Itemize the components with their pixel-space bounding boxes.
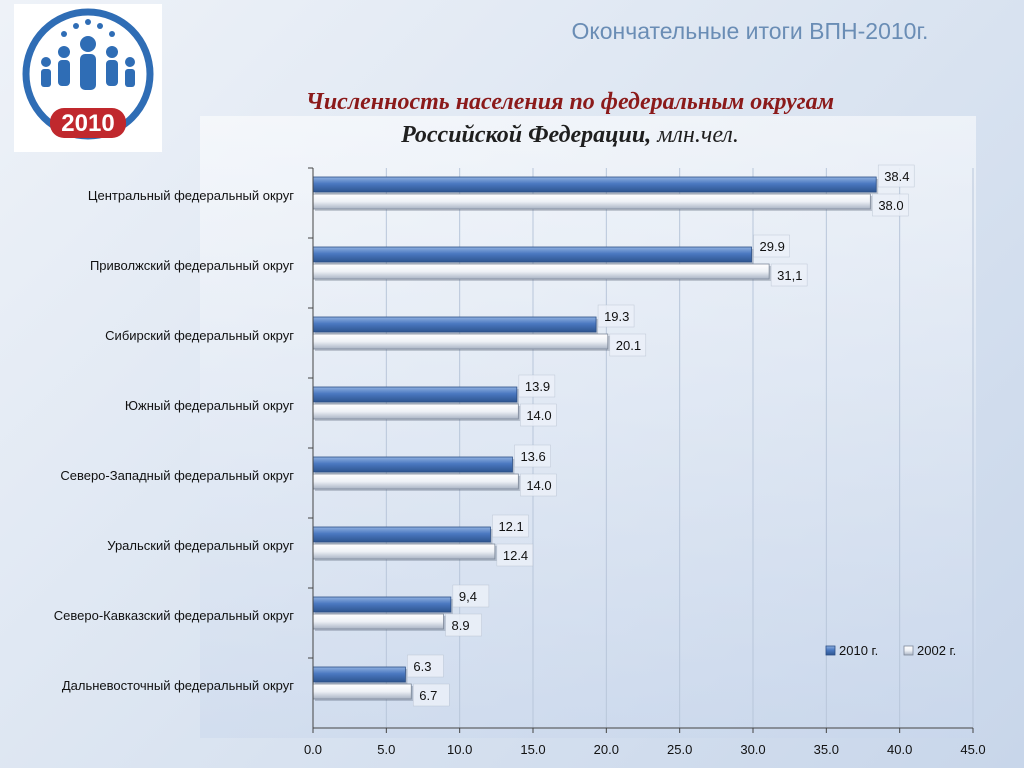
category-label: Южный федеральный округ <box>125 398 294 413</box>
data-label: 9,4 <box>459 589 477 604</box>
data-label: 6.3 <box>413 659 431 674</box>
data-label: 31,1 <box>777 268 802 283</box>
x-tick-label: 5.0 <box>377 742 395 757</box>
data-label: 29.9 <box>760 239 785 254</box>
page-header-title: Окончательные итоги ВПН-2010г. <box>571 18 929 44</box>
bar-2010 <box>312 456 513 473</box>
bar-2002 <box>312 403 519 420</box>
data-label-box <box>413 683 450 707</box>
x-tick-label: 30.0 <box>740 742 765 757</box>
bars: 38.4 38.0 29.9 31,1 19.3 20.1 13.9 14.0 13.6 14.0… <box>312 164 915 707</box>
census-2010-logo: 2010 <box>14 4 162 152</box>
data-label-box <box>518 374 556 398</box>
bar-2002 <box>312 263 770 280</box>
data-label: 13.6 <box>520 449 545 464</box>
bar-2002 <box>312 613 444 630</box>
bar-2002 <box>312 473 519 490</box>
category-label: Дальневосточный федеральный округ <box>62 678 294 693</box>
bar-2002 <box>312 193 871 210</box>
bar-2010 <box>312 246 752 263</box>
logo-year-text: 2010 <box>61 110 114 137</box>
chart-title: Численность населения по федеральным окр… <box>200 86 940 152</box>
data-label: 19.3 <box>604 309 629 324</box>
data-label-box <box>872 193 909 217</box>
plot-background <box>200 116 976 738</box>
data-label: 12.4 <box>503 548 528 563</box>
data-label-box <box>520 403 557 427</box>
chart-unit: млн.чел. <box>657 122 739 148</box>
data-label-box <box>520 473 557 497</box>
data-label-box <box>445 613 482 637</box>
bar-2010 <box>312 386 518 403</box>
legend-swatch-2002 <box>903 645 914 656</box>
data-label-box <box>492 514 529 538</box>
category-label: Уральский федеральный округ <box>107 538 294 553</box>
axes: 0.0 5.0 10.0 15.0 20.0 25.0 30.0 35.0 40.0 45.0 Це… <box>54 167 986 757</box>
chart-title-line2: Российской Федерации, <box>401 122 652 148</box>
x-tick-label: 15.0 <box>520 742 545 757</box>
bar-2010 <box>312 666 406 683</box>
data-label-box <box>877 164 915 188</box>
x-tick-label: 35.0 <box>814 742 839 757</box>
bar-2010 <box>312 176 877 193</box>
data-label: 6.7 <box>419 688 437 703</box>
data-label-box <box>770 263 808 287</box>
data-label: 38.0 <box>878 198 903 213</box>
x-tick-label: 0.0 <box>304 742 322 757</box>
x-tick-label: 25.0 <box>667 742 692 757</box>
legend-label: 2002 г. <box>917 643 956 658</box>
category-label: Северо-Западный федеральный округ <box>60 468 294 483</box>
data-label-box <box>496 543 534 567</box>
legend-label: 2010 г. <box>839 643 878 658</box>
chart-title-line1: Численность населения по федеральным окр… <box>305 89 835 115</box>
bar-2002 <box>312 683 412 700</box>
data-label-box <box>452 584 490 608</box>
category-label: Приволжский федеральный округ <box>90 258 294 273</box>
category-label: Северо-Кавказский федеральный округ <box>54 608 294 623</box>
x-tick-label: 20.0 <box>594 742 619 757</box>
category-label: Сибирский федеральный округ <box>105 328 294 343</box>
bar-2002 <box>312 333 609 350</box>
category-label: Центральный федеральный округ <box>88 188 294 203</box>
bar-2010 <box>312 526 491 543</box>
x-tick-label: 40.0 <box>887 742 912 757</box>
data-label: 14.0 <box>526 478 551 493</box>
x-tick-label: 10.0 <box>447 742 472 757</box>
x-tick-label: 45.0 <box>960 742 985 757</box>
data-label-box <box>514 444 551 468</box>
data-label: 13.9 <box>525 379 550 394</box>
data-label-box <box>609 333 647 357</box>
legend: 2010 г. 2002 г. <box>825 643 956 658</box>
data-label-box <box>753 234 790 258</box>
bar-2010 <box>312 316 597 333</box>
legend-swatch-2010 <box>825 645 836 656</box>
bar-2010 <box>312 596 452 613</box>
data-label-box <box>597 304 635 328</box>
data-label-box <box>407 654 444 678</box>
bar-2002 <box>312 543 496 560</box>
data-label: 8.9 <box>452 618 470 633</box>
data-label: 20.1 <box>616 338 641 353</box>
data-label: 12.1 <box>498 519 523 534</box>
data-label: 14.0 <box>526 408 551 423</box>
data-label: 38.4 <box>884 169 909 184</box>
